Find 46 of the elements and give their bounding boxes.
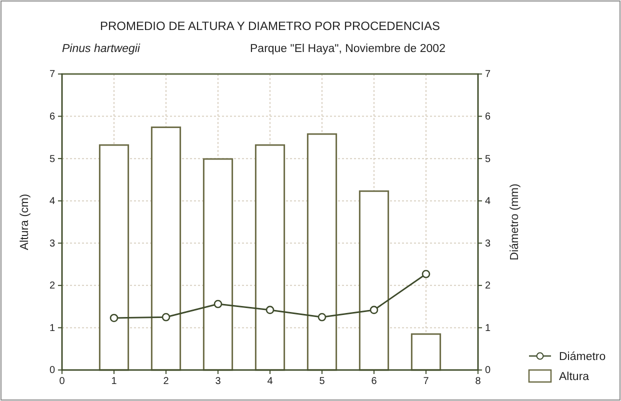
y-tick-label: 7	[49, 69, 56, 80]
x-tick-label: 2	[163, 376, 170, 388]
point	[318, 312, 326, 322]
bar	[358, 190, 390, 371]
y2-tick-label: 4	[485, 196, 491, 208]
x-tick-label: 6	[371, 376, 378, 388]
chart-title: PROMEDIO DE ALTURA Y DIAMETRO POR PROCEDENCIAS	[100, 19, 440, 33]
y-tick-label: 5	[49, 154, 56, 165]
legend-label: Altura	[559, 371, 590, 383]
y2-tick-label: 6	[485, 111, 491, 122]
y-axis-title: Altura (cm)	[19, 194, 31, 250]
bar	[150, 126, 182, 371]
y-tick-label: 2	[49, 280, 56, 292]
x-tick-label: 3	[215, 376, 222, 388]
bar	[98, 144, 130, 371]
point	[422, 270, 430, 278]
y-tick-label: 0	[49, 365, 56, 376]
x-tick-label: 5	[319, 376, 326, 388]
bar	[202, 158, 234, 371]
y2-tick-label: 1	[485, 322, 491, 334]
x-tick-label: 1	[111, 376, 118, 388]
point	[110, 314, 118, 322]
y-tick-label: 4	[49, 196, 56, 208]
bar	[254, 144, 286, 371]
text: Parque "El Haya", Noviembre de 2002	[250, 43, 446, 55]
x-tick-label: 4	[267, 376, 274, 388]
point	[266, 306, 274, 314]
point	[214, 300, 222, 308]
x-tick-label: 8	[475, 376, 482, 388]
y-tick-label: 6	[49, 111, 56, 122]
x-tick-label: 7	[423, 376, 430, 388]
point	[370, 306, 378, 314]
bar	[410, 333, 442, 371]
y2-tick-label: 7	[485, 69, 491, 80]
x-tick-label: 0	[59, 376, 66, 388]
y2-tick-label: 2	[485, 280, 491, 292]
chart-subtitle: Pinus hartwegii	[62, 43, 140, 55]
point	[162, 312, 170, 322]
y2-axis-title: Diámetro (mm)	[509, 184, 521, 260]
y2-tick-label: 0	[485, 365, 491, 376]
y-tick-label: 3	[49, 238, 56, 250]
y2-tick-label: 5	[485, 154, 491, 165]
legend-label: Diámetro	[559, 351, 606, 363]
y2-tick-label: 3	[485, 238, 491, 250]
y-tick-label: 1	[49, 322, 56, 334]
bar	[306, 133, 338, 371]
